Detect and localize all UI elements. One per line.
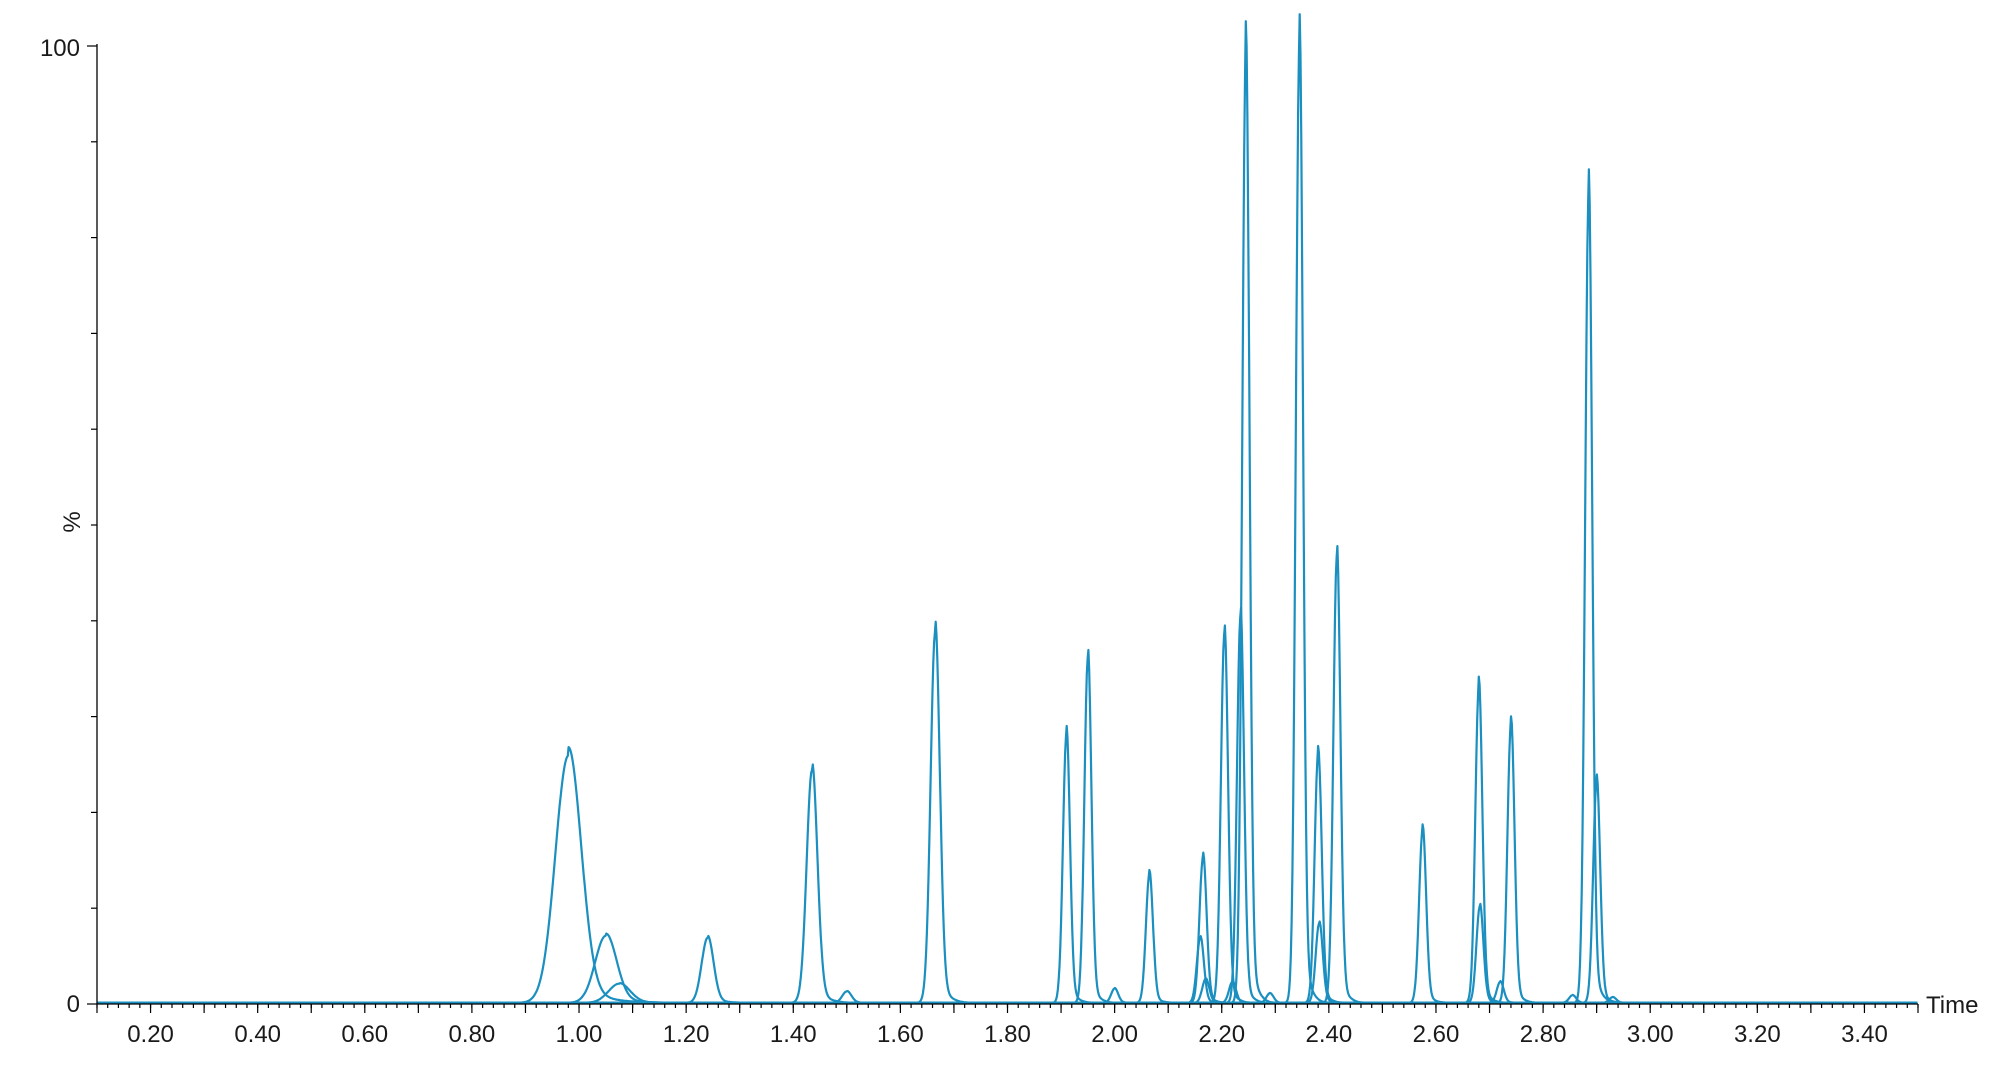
- peak-trace: [96, 851, 1918, 1004]
- x-tick-label-3: 0.80: [449, 1021, 496, 1048]
- peak-trace: [96, 991, 1918, 1004]
- x-tick-label-5: 1.20: [663, 1021, 710, 1048]
- y-tick-label-0: 0: [67, 991, 80, 1018]
- peak-trace: [96, 823, 1918, 1004]
- x-tick-label-7: 1.60: [877, 1021, 924, 1048]
- x-major-ticks: [96, 1004, 1919, 1013]
- peak-trace: [96, 168, 1918, 1004]
- x-tick-label-12: 2.60: [1413, 1021, 1460, 1048]
- peak-trace: [96, 545, 1918, 1004]
- peak-trace: [96, 620, 1918, 1004]
- x-tick-label-14: 3.00: [1627, 1021, 1674, 1048]
- x-tick-label-11: 2.40: [1305, 1021, 1352, 1048]
- x-tick-label-8: 1.80: [984, 1021, 1031, 1048]
- x-tick-label-1: 0.40: [234, 1021, 281, 1048]
- x-axis-label: Time: [1926, 992, 1978, 1019]
- x-tick-label-0: 0.20: [127, 1021, 174, 1048]
- y-tick-labels: 0 100: [40, 35, 80, 1018]
- peak-trace: [96, 982, 1918, 1004]
- x-tick-labels: 0.20 0.40 0.60 0.80 1.00 1.20 1.40 1.60 1.80 2.00…: [127, 1021, 1888, 1048]
- peak-trace: [96, 934, 1918, 1004]
- peak-trace: [96, 746, 1918, 1004]
- x-tick-label-6: 1.40: [770, 1021, 817, 1048]
- x-tick-label-13: 2.80: [1520, 1021, 1567, 1048]
- peak-trace: [96, 624, 1918, 1004]
- peak-trace: [96, 744, 1918, 1004]
- peak-trace: [96, 980, 1918, 1004]
- peak-trace: [96, 932, 1918, 1004]
- x-tick-label-16: 3.40: [1841, 1021, 1888, 1048]
- peak-trace: [96, 986, 1918, 1004]
- x-tick-label-2: 0.60: [341, 1021, 388, 1048]
- peak-trace: [96, 675, 1918, 1004]
- peak-trace: [96, 20, 1918, 1004]
- x-tick-label-15: 3.20: [1734, 1021, 1781, 1048]
- peak-trace: [96, 648, 1918, 1004]
- y-axis-label: %: [59, 511, 86, 532]
- x-tick-label-9: 2.00: [1091, 1021, 1138, 1048]
- peak-trace: [96, 763, 1918, 1004]
- peak-trace: [96, 920, 1918, 1004]
- peak-trace: [96, 715, 1918, 1004]
- peak-trace: [96, 977, 1918, 1004]
- y-tick-label-100: 100: [40, 35, 80, 62]
- axes: 0.20 0.40 0.60 0.80 1.00 1.20 1.40 1.60 1.80 2.00…: [40, 35, 1979, 1048]
- peak-trace: [96, 993, 1918, 1004]
- x-tick-label-4: 1.00: [556, 1021, 603, 1048]
- peak-trace: [96, 989, 1918, 1004]
- peak-trace: [96, 902, 1918, 1004]
- chromatogram-traces: [96, 13, 1918, 1004]
- peak-trace: [96, 935, 1918, 1004]
- peak-trace: [96, 773, 1918, 1004]
- peak-trace: [96, 995, 1918, 1004]
- peak-trace: [96, 606, 1918, 1004]
- y-ticks: [87, 45, 97, 1005]
- peak-trace: [96, 980, 1918, 1004]
- peak-trace: [96, 724, 1918, 1004]
- peak-trace: [96, 13, 1918, 1004]
- peak-trace: [96, 868, 1918, 1004]
- x-tick-label-10: 2.20: [1198, 1021, 1245, 1048]
